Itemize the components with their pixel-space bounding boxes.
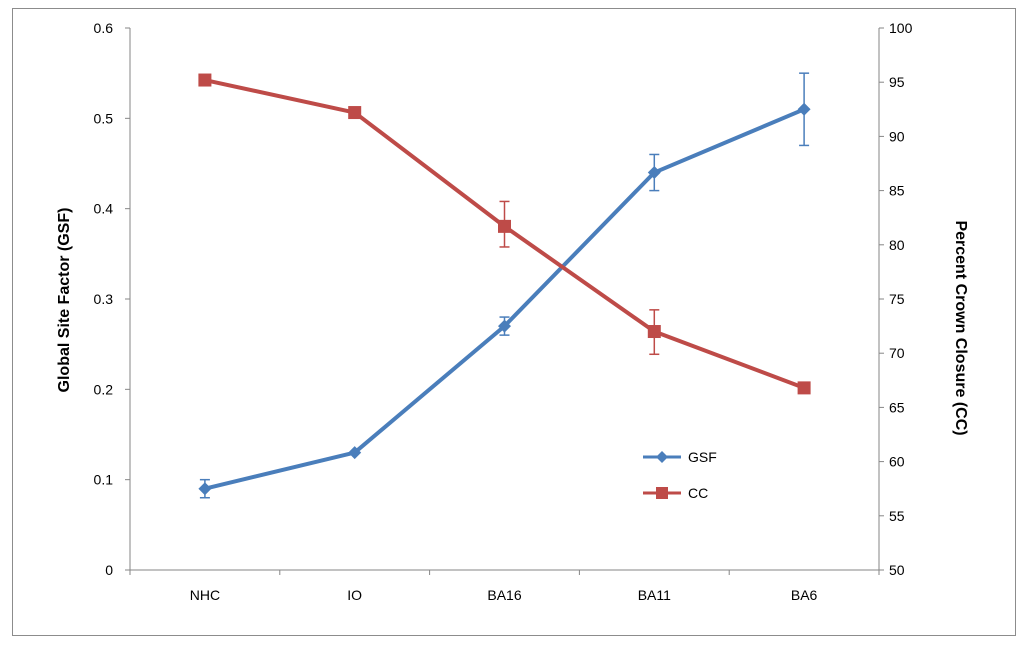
y-tick-label: 0.1 — [94, 472, 114, 488]
y2-tick-label: 100 — [889, 20, 913, 36]
series-cc — [198, 73, 811, 395]
y-tick-label: 0.5 — [94, 110, 114, 126]
series-gsf — [198, 72, 811, 499]
y2-tick-label: 85 — [889, 183, 905, 199]
y-tick-label: 0.4 — [94, 201, 114, 217]
data-point-gsf — [348, 446, 362, 460]
plot-area — [198, 72, 811, 499]
y2-tick-label: 90 — [889, 128, 905, 144]
y-tick-label: 0.3 — [94, 291, 114, 307]
data-point-cc — [797, 381, 811, 395]
y-tick-label: 0.6 — [94, 20, 114, 36]
y-tick-label: 0 — [105, 562, 113, 578]
y-axis-title: Global Site Factor (GSF) — [56, 208, 73, 393]
data-point-gsf — [797, 102, 811, 116]
data-point-gsf — [647, 166, 661, 180]
axes: 0 0.1 0.2 0.3 0.4 0.5 0.6 50 55 60 65 70 75 80 85 90 95 1… — [94, 20, 913, 603]
chart-frame — [12, 8, 1016, 636]
legend-label-gsf: GSF — [688, 449, 717, 465]
x-tick-label: BA16 — [487, 587, 521, 603]
x-tick-label: NHC — [190, 587, 220, 603]
legend-label-cc: CC — [688, 485, 708, 501]
y2-axis-title: Percent Crown Closure (CC) — [952, 220, 969, 435]
series-line-gsf — [204, 107, 805, 491]
legend-marker-gsf — [656, 451, 668, 463]
y2-tick-label: 55 — [889, 508, 905, 524]
legend-marker-cc — [656, 487, 668, 499]
x-tick-label: BA6 — [791, 587, 818, 603]
y2-tick-label: 95 — [889, 74, 905, 90]
y2-tick-label: 70 — [889, 345, 905, 361]
data-point-cc — [647, 325, 661, 339]
y2-tick-label: 65 — [889, 399, 905, 415]
data-point-cc — [498, 219, 511, 233]
y2-tick-label: 50 — [889, 562, 905, 578]
x-tick-label: BA11 — [638, 587, 671, 603]
data-point-cc — [348, 106, 362, 120]
legend: GSF CC — [643, 449, 717, 501]
x-tick-label: IO — [347, 587, 362, 603]
data-point-gsf — [498, 319, 511, 333]
data-point-gsf — [198, 482, 212, 496]
y2-tick-label: 75 — [889, 291, 905, 307]
data-point-cc — [198, 73, 212, 87]
y2-tick-label: 60 — [889, 454, 905, 470]
y-tick-label: 0.2 — [94, 381, 114, 397]
y2-tick-label: 80 — [889, 237, 905, 253]
